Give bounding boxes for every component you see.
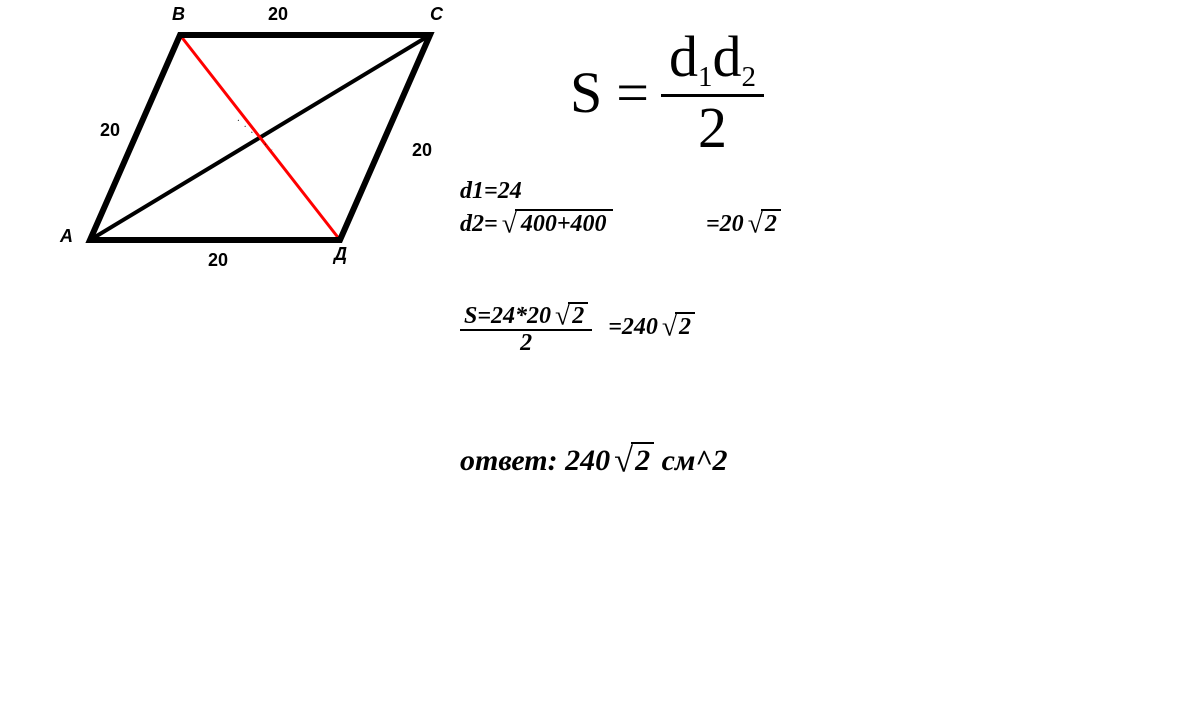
s-frac-num-prefix: S=24*20 bbox=[464, 303, 551, 329]
answer-suffix: см^2 bbox=[654, 444, 727, 477]
d2-radicand: 400+400 bbox=[515, 209, 613, 238]
s-fraction: S=24*20√2 2 bbox=[460, 300, 592, 356]
formula-denominator: 2 bbox=[690, 97, 735, 157]
radical-icon: √ bbox=[614, 442, 633, 481]
work-d2-result: =20√2 bbox=[706, 206, 781, 238]
d2-result-radicand: 2 bbox=[761, 209, 781, 238]
vertex-label-c: C bbox=[430, 4, 443, 25]
vertex-label-a: A bbox=[60, 226, 73, 247]
edge-label-bc: 20 bbox=[268, 4, 288, 25]
s-result: =240√2 bbox=[608, 314, 695, 340]
work-d1: d1=24 bbox=[460, 178, 522, 205]
answer-prefix: ответ: 240 bbox=[460, 444, 610, 477]
vertex-label-b: B bbox=[172, 4, 185, 25]
edge-label-cd: 20 bbox=[412, 140, 432, 161]
answer-sqrt: √2 bbox=[610, 440, 654, 479]
formula-d2: d bbox=[712, 24, 741, 89]
formula-d1-sub: 1 bbox=[698, 61, 713, 93]
d2-result-sqrt: √2 bbox=[744, 206, 781, 238]
formula-eq: = bbox=[616, 59, 649, 126]
d1-value: 24 bbox=[498, 178, 522, 204]
radical-icon: √ bbox=[748, 207, 763, 239]
diagonal-bd bbox=[180, 35, 340, 240]
s-result-prefix: =240 bbox=[608, 314, 658, 340]
s-frac-den: 2 bbox=[516, 331, 536, 356]
d1-label: d1= bbox=[460, 178, 498, 204]
s-result-sqrt: √2 bbox=[658, 309, 695, 341]
area-formula: S = d1d2 2 bbox=[570, 28, 764, 157]
formula-d1: d bbox=[669, 24, 698, 89]
formula-s: S bbox=[570, 59, 602, 126]
d2-sqrt: √400+400 bbox=[498, 206, 613, 238]
vertex-label-d: Д bbox=[334, 244, 347, 265]
answer-radicand: 2 bbox=[631, 442, 654, 478]
d2-label: d2= bbox=[460, 211, 498, 237]
edge-label-ad: 20 bbox=[208, 250, 228, 271]
radical-icon: √ bbox=[502, 207, 517, 239]
s-frac-num-radicand: 2 bbox=[568, 302, 588, 329]
radical-icon: √ bbox=[662, 310, 677, 342]
work-d2: d2=√400+400 bbox=[460, 206, 613, 238]
answer-line: ответ: 240√2 см^2 bbox=[460, 440, 728, 479]
work-s: S=24*20√2 2 =240√2 bbox=[460, 300, 695, 356]
formula-fraction: d1d2 2 bbox=[661, 28, 764, 157]
formula-d2-sub: 2 bbox=[741, 61, 756, 93]
s-frac-num: S=24*20√2 bbox=[460, 300, 592, 329]
rhombus-diagram: A B C Д 20 20 20 20 bbox=[60, 10, 460, 290]
edge-label-ab: 20 bbox=[100, 120, 120, 141]
radical-icon: √ bbox=[555, 301, 570, 330]
formula-numerator: d1d2 bbox=[661, 28, 764, 94]
s-result-radicand: 2 bbox=[675, 312, 695, 341]
rhombus-svg bbox=[60, 10, 460, 290]
d2-result-prefix: =20 bbox=[706, 211, 744, 237]
s-frac-sqrt: √2 bbox=[551, 300, 588, 329]
